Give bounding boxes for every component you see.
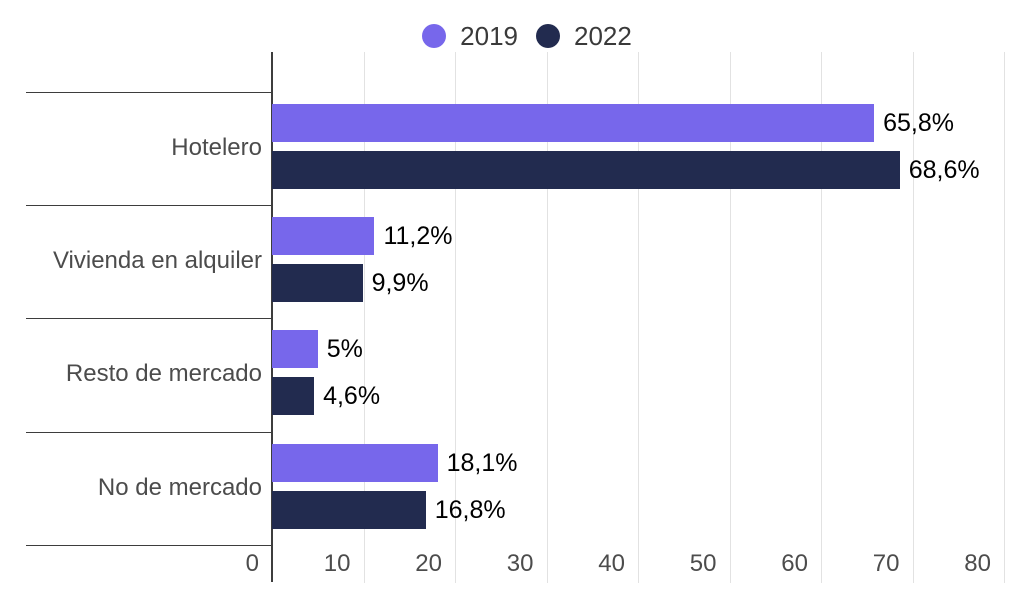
bar-value-label: 16,8% xyxy=(434,496,506,524)
bar-2019 xyxy=(272,444,438,482)
bar-value-label: 18,1% xyxy=(446,449,518,477)
x-axis-tick-label: 30 xyxy=(506,550,534,577)
x-gridline xyxy=(638,52,639,583)
bar-2022 xyxy=(272,377,315,415)
category-divider-line xyxy=(26,92,272,93)
legend-item-2022: 2022 xyxy=(536,21,632,52)
bar-value-label: 11,2% xyxy=(383,222,453,250)
x-gridline xyxy=(821,52,822,583)
legend-item-2019: 2019 xyxy=(422,21,518,52)
bar-value-label: 4,6% xyxy=(323,382,381,410)
category-label: Resto de mercado xyxy=(65,360,262,387)
x-axis-tick-label: 40 xyxy=(598,550,625,577)
category-divider-line xyxy=(26,318,272,319)
x-axis-tick-label: 80 xyxy=(964,550,991,577)
bar-2022 xyxy=(272,264,363,302)
bar-2019 xyxy=(272,217,375,255)
category-divider-line xyxy=(26,205,272,206)
bar-2022 xyxy=(272,491,426,529)
bar-2019 xyxy=(272,104,875,142)
x-axis-tick-label: 50 xyxy=(689,550,717,577)
bar-2022 xyxy=(272,151,900,189)
x-gridline xyxy=(729,52,731,583)
x-gridline xyxy=(546,52,548,583)
x-gridline xyxy=(363,52,365,583)
x-axis-tick-label: 20 xyxy=(415,550,442,577)
x-gridline xyxy=(912,52,914,583)
legend-label: 2019 xyxy=(460,20,518,51)
legend-dot-icon xyxy=(536,24,560,48)
chart-legend: 2019 2022 xyxy=(0,14,1024,58)
bar-value-label: 68,6% xyxy=(908,156,980,184)
legend-label: 2022 xyxy=(574,20,632,51)
x-axis-tick-label: 10 xyxy=(323,550,351,577)
category-label: No de mercado xyxy=(97,474,262,501)
category-label: Hotelero xyxy=(171,134,262,161)
bar-value-label: 65,8% xyxy=(883,109,954,137)
y-axis-line xyxy=(271,52,273,582)
x-gridline xyxy=(455,52,456,583)
category-divider-line xyxy=(26,545,272,546)
x-axis-tick-label: 60 xyxy=(781,550,808,577)
legend-dot-icon xyxy=(422,24,447,48)
x-gridline xyxy=(1004,52,1005,583)
bar-value-label: 9,9% xyxy=(371,269,429,297)
bar-value-label: 5% xyxy=(326,335,363,363)
bar-2019 xyxy=(272,330,318,368)
x-axis-tick-label: 0 xyxy=(245,550,259,577)
category-label: Vivienda en alquiler xyxy=(52,247,262,274)
category-divider-line xyxy=(26,432,272,433)
x-axis-tick-label: 70 xyxy=(872,550,900,577)
